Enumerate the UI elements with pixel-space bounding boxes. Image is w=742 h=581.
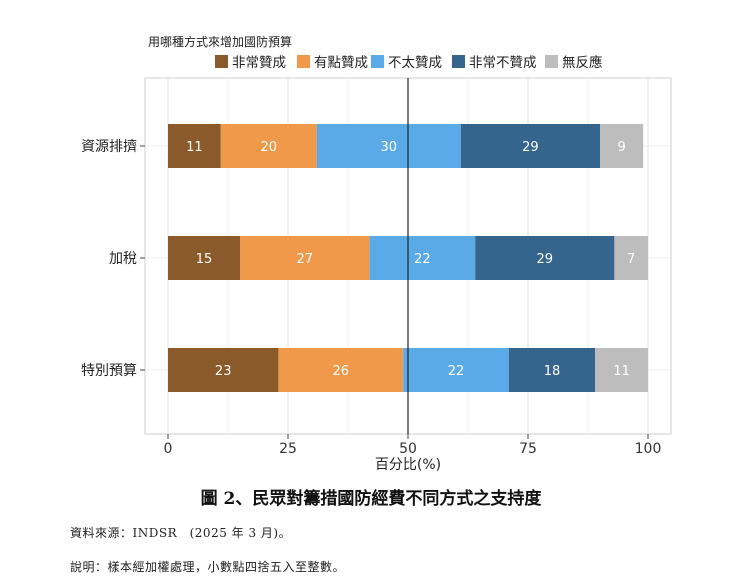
bar-segment bbox=[240, 236, 370, 280]
figure-caption: 圖 2、民眾對籌措國防經費不同方式之支持度 bbox=[200, 489, 542, 509]
x-ticks: 0 25 50 75 100 bbox=[164, 434, 662, 457]
x-tick-label: 100 bbox=[635, 441, 662, 457]
bar-value-label: 27 bbox=[297, 252, 314, 267]
legend-swatch bbox=[371, 55, 384, 68]
bar-segment bbox=[595, 348, 648, 392]
bar-value-label: 30 bbox=[381, 140, 398, 155]
bar-segment bbox=[168, 348, 279, 392]
bar-segment bbox=[316, 124, 461, 168]
bar-value-label: 29 bbox=[522, 140, 539, 155]
bar-value-label: 23 bbox=[215, 364, 232, 379]
x-tick-label: 75 bbox=[519, 441, 537, 457]
bar-segment bbox=[614, 236, 648, 280]
source-note: 資料來源：INDSR (2025 年 3 月)。 bbox=[70, 526, 292, 540]
chart: 用哪種方式來增加國防預算 非常贊成 有點贊成 不太贊成 非常不贊成 無反應 11 20 30… bbox=[81, 34, 672, 473]
bar-value-label: 29 bbox=[537, 252, 554, 267]
legend-label: 有點贊成 bbox=[314, 55, 368, 71]
legend-label: 無反應 bbox=[562, 54, 603, 71]
x-tick-label: 25 bbox=[279, 441, 297, 457]
category-label: 特別預算 bbox=[81, 363, 137, 379]
bar-value-label: 18 bbox=[544, 364, 561, 379]
bar-segment bbox=[369, 236, 476, 280]
legend-swatch bbox=[545, 55, 558, 68]
x-axis-title: 百分比(%) bbox=[375, 457, 441, 473]
bar-value-label: 22 bbox=[414, 252, 431, 267]
bar-segment bbox=[220, 124, 317, 168]
bar-value-label: 15 bbox=[196, 252, 213, 267]
bar-value-label: 20 bbox=[261, 140, 278, 155]
bar-value-label: 7 bbox=[627, 252, 635, 267]
bar-segment bbox=[168, 236, 240, 280]
category-label: 加稅 bbox=[109, 251, 137, 267]
legend-label: 非常贊成 bbox=[232, 55, 286, 71]
bars: 11 20 30 29 9 15 27 22 29 7 23 26 22 18 11 bbox=[168, 124, 648, 392]
bar-segment bbox=[475, 236, 615, 280]
category-label: 資源排擠 bbox=[81, 139, 137, 155]
bar-value-label: 22 bbox=[448, 364, 465, 379]
legend-swatch bbox=[452, 55, 465, 68]
bar-value-label: 11 bbox=[186, 140, 203, 155]
x-tick-label: 50 bbox=[399, 441, 417, 457]
legend-swatch bbox=[297, 55, 310, 68]
bar-value-label: 26 bbox=[333, 364, 350, 379]
legend: 非常贊成 有點贊成 不太贊成 非常不贊成 無反應 bbox=[215, 54, 603, 71]
bar-value-label: 9 bbox=[617, 140, 625, 155]
bar-segment bbox=[460, 124, 600, 168]
bar-segment bbox=[168, 124, 221, 168]
bar-segment bbox=[403, 348, 509, 392]
legend-label: 不太贊成 bbox=[388, 55, 442, 71]
legend-title: 用哪種方式來增加國防預算 bbox=[148, 34, 292, 49]
legend-label: 非常不贊成 bbox=[469, 55, 537, 71]
bar-segment bbox=[278, 348, 404, 392]
bar-segment bbox=[508, 348, 596, 392]
bar-value-label: 11 bbox=[613, 364, 630, 379]
x-tick-label: 0 bbox=[164, 441, 173, 457]
bar-segment bbox=[600, 124, 644, 168]
explain-note: 說明：樣本經加權處理，小數點四捨五入至整數。 bbox=[70, 560, 346, 574]
legend-swatch bbox=[215, 55, 228, 68]
